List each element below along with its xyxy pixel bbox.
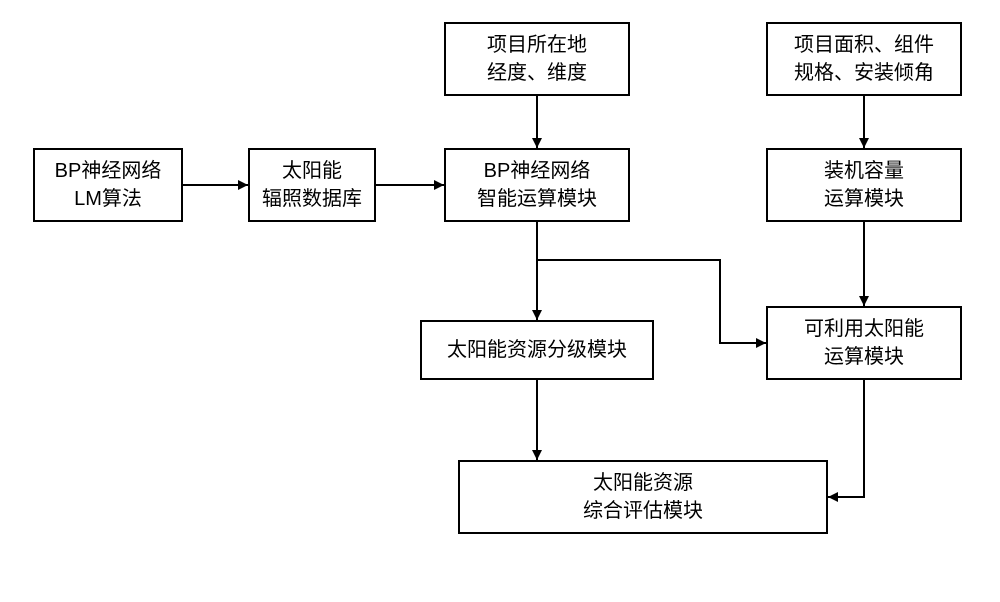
node-n2: 太阳能 辐照数据库 bbox=[248, 148, 376, 222]
node-n7: 太阳能资源分级模块 bbox=[420, 320, 654, 380]
node-n3: 项目所在地 经度、维度 bbox=[444, 22, 630, 96]
node-n1: BP神经网络 LM算法 bbox=[33, 148, 183, 222]
node-n6: 装机容量 运算模块 bbox=[766, 148, 962, 222]
node-n5: 项目面积、组件 规格、安装倾角 bbox=[766, 22, 962, 96]
node-n4: BP神经网络 智能运算模块 bbox=[444, 148, 630, 222]
node-n9: 太阳能资源 综合评估模块 bbox=[458, 460, 828, 534]
flowchart-canvas: BP神经网络 LM算法太阳能 辐照数据库项目所在地 经度、维度 BP神经网络 智能… bbox=[0, 0, 1000, 602]
node-n8: 可利用太阳能 运算模块 bbox=[766, 306, 962, 380]
